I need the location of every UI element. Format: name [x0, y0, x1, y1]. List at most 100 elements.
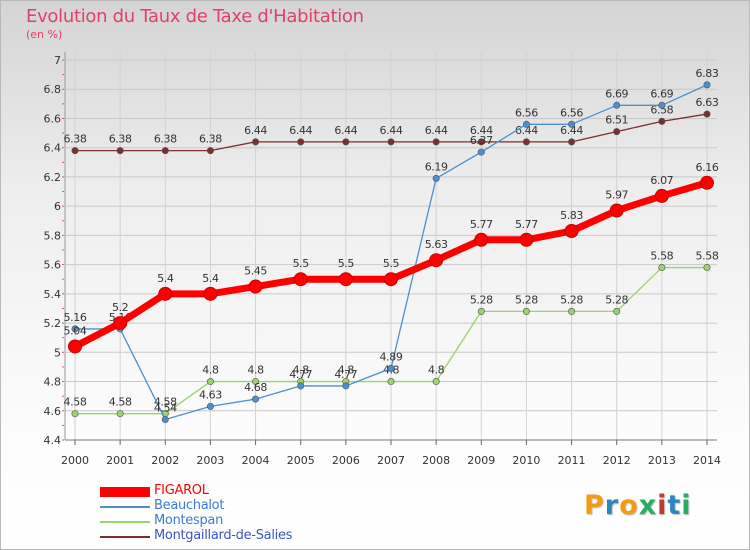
- data-point: [522, 120, 530, 128]
- data-point: [474, 232, 489, 247]
- data-label: 5.58: [650, 250, 673, 263]
- data-label: 6.38: [109, 133, 132, 146]
- data-label: 6.44: [560, 124, 583, 137]
- x-tick-label: 2006: [332, 454, 360, 467]
- data-point: [161, 416, 169, 424]
- series-beauchalot: 5.165.164.544.634.684.774.774.896.196.37…: [64, 67, 719, 424]
- data-label: 5.4: [202, 272, 219, 285]
- data-label: 4.8: [202, 364, 219, 377]
- data-point: [477, 138, 485, 146]
- data-point: [658, 101, 666, 109]
- y-tick-label: 6.6: [44, 112, 62, 125]
- legend-swatch: [100, 536, 150, 538]
- x-tick-label: 2003: [196, 454, 224, 467]
- proxiti-logo: Proxiti: [584, 490, 692, 521]
- data-label: 6.44: [425, 124, 448, 137]
- data-label: 6.37: [470, 134, 493, 147]
- data-point: [477, 307, 485, 315]
- y-tick-label: 5.4: [44, 288, 62, 301]
- y-tick-label: 4.4: [44, 434, 62, 447]
- logo-letter: r: [604, 490, 620, 521]
- data-point: [429, 253, 444, 268]
- data-label: 4.68: [244, 381, 267, 394]
- data-point: [252, 378, 260, 386]
- data-point: [568, 120, 576, 128]
- data-label: 5.04: [64, 324, 87, 337]
- x-tick-label: 2007: [377, 454, 405, 467]
- x-tick-label: 2001: [106, 454, 134, 467]
- y-tick-label: 6.4: [44, 142, 62, 155]
- logo-letter: o: [619, 490, 639, 521]
- logo-letter: i: [681, 490, 692, 521]
- legend-label: Beauchalot: [154, 498, 225, 513]
- data-point: [658, 117, 666, 125]
- data-label: 5.83: [560, 209, 583, 222]
- data-point: [342, 138, 350, 146]
- chart-title: Evolution du Taux de Taxe d'Habitation: [26, 6, 364, 27]
- data-label: 6.69: [605, 87, 628, 100]
- data-label: 5.28: [605, 293, 628, 306]
- data-label: 6.44: [244, 124, 267, 137]
- data-point: [700, 175, 714, 190]
- data-point: [252, 395, 260, 403]
- data-point: [161, 147, 169, 155]
- data-label: 6.19: [425, 160, 448, 173]
- y-tick-label: 5.6: [44, 259, 62, 272]
- data-point: [116, 410, 124, 418]
- data-point: [609, 203, 624, 218]
- data-label: 5.28: [515, 293, 538, 306]
- data-label: 4.63: [199, 388, 222, 401]
- x-tick-label: 2004: [242, 454, 270, 467]
- data-label: 5.16: [64, 311, 87, 324]
- data-label: 6.44: [289, 124, 312, 137]
- x-tick-label: 2011: [558, 454, 586, 467]
- logo-letter: P: [584, 490, 605, 521]
- logo-letter: x: [638, 490, 658, 521]
- data-point: [293, 272, 308, 287]
- data-label: 5.5: [383, 257, 400, 270]
- series-montespan: 4.584.584.584.84.84.84.84.84.85.285.285.…: [64, 250, 719, 418]
- y-tick-label: 5: [54, 346, 61, 359]
- data-point: [703, 110, 711, 118]
- data-label: 5.5: [338, 257, 355, 270]
- x-tick-label: 2013: [648, 454, 676, 467]
- data-point: [206, 147, 214, 155]
- data-label: 4.8: [247, 364, 264, 377]
- data-label: 6.44: [470, 124, 493, 137]
- data-label: 6.38: [199, 133, 222, 146]
- data-point: [387, 138, 395, 146]
- x-tick-label: 2014: [693, 454, 721, 467]
- data-label: 6.38: [154, 133, 177, 146]
- data-point: [206, 378, 214, 386]
- data-label: 5.58: [696, 250, 719, 263]
- data-point: [477, 148, 485, 156]
- data-label: 5.4: [157, 272, 174, 285]
- data-label: 6.07: [650, 174, 673, 187]
- x-tick-label: 2012: [603, 454, 631, 467]
- data-point: [568, 138, 576, 146]
- y-tick-label: 7: [54, 54, 61, 67]
- data-point: [658, 264, 666, 272]
- data-point: [71, 325, 79, 333]
- data-label: 5.97: [605, 189, 628, 202]
- data-point: [68, 339, 82, 354]
- data-point: [384, 272, 398, 287]
- data-label: 6.58: [650, 103, 673, 116]
- data-label: 4.8: [293, 364, 310, 377]
- data-label: 5.45: [244, 265, 267, 278]
- y-tick-label: 4.6: [44, 405, 62, 418]
- data-point: [613, 101, 621, 109]
- logo-letter: i: [657, 490, 668, 521]
- y-tick-label: 6.2: [44, 171, 62, 184]
- x-tick-label: 2005: [287, 454, 315, 467]
- data-point: [613, 128, 621, 136]
- data-point: [297, 138, 305, 146]
- data-label: 5.28: [560, 293, 583, 306]
- data-point: [342, 382, 350, 390]
- y-tick-label: 5.8: [44, 229, 62, 242]
- data-label: 5.77: [515, 218, 538, 231]
- data-point: [522, 138, 530, 146]
- data-label: 5.77: [470, 218, 493, 231]
- data-label: 6.44: [380, 124, 403, 137]
